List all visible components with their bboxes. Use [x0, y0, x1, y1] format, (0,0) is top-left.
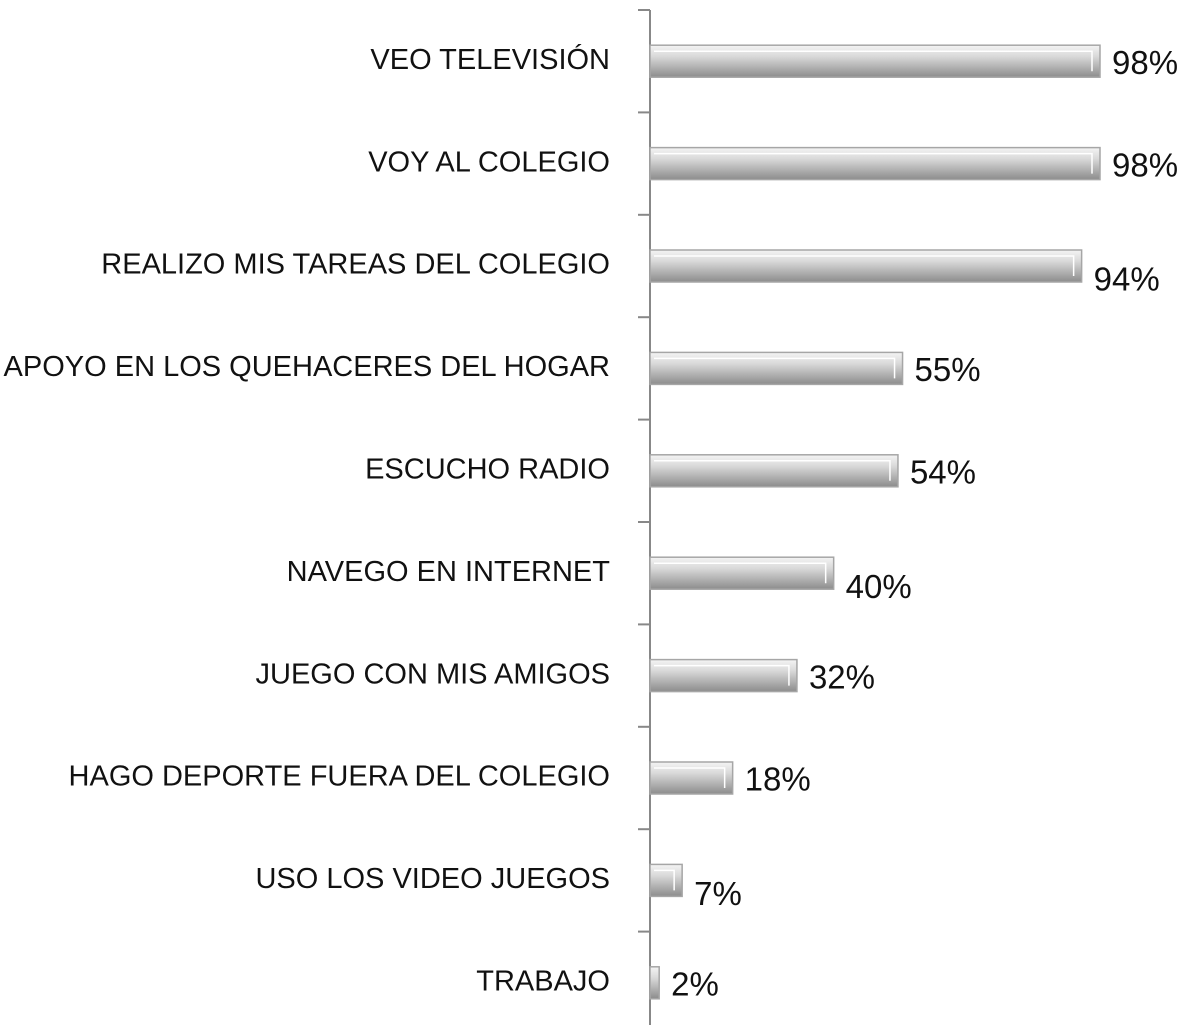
bar-bevel — [654, 50, 1093, 72]
category-label: NAVEGO EN INTERNET — [287, 556, 611, 588]
value-label: 32% — [809, 658, 875, 695]
bar — [649, 249, 1083, 283]
bar-bevel — [654, 255, 1075, 276]
value-label: 98% — [1112, 146, 1178, 183]
bar-bevel — [654, 562, 827, 584]
category-label: JUEGO CON MIS AMIGOS — [256, 658, 611, 690]
bar — [649, 556, 835, 590]
bar — [649, 454, 899, 488]
bar-bevel — [654, 664, 790, 686]
value-label: 94% — [1094, 261, 1160, 298]
value-label: 18% — [745, 761, 811, 798]
value-label: 98% — [1112, 44, 1178, 81]
value-label: 40% — [846, 568, 912, 605]
bar — [649, 658, 798, 693]
value-label: 55% — [915, 351, 981, 388]
bar-bevel — [654, 869, 675, 891]
category-label: HAGO DEPORTE FUERA DEL COLEGIO — [69, 761, 610, 793]
bar — [649, 966, 660, 1000]
bar — [649, 146, 1101, 181]
category-label: REALIZO MIS TAREAS DEL COLEGIO — [101, 249, 610, 281]
category-label: VEO TELEVISIÓN — [370, 43, 610, 76]
category-label: TRABAJO — [476, 965, 610, 997]
bar-bevel — [654, 152, 1093, 174]
bar — [649, 863, 683, 898]
value-label: 7% — [694, 875, 742, 912]
value-label: 54% — [910, 454, 976, 491]
value-label: 2% — [671, 966, 719, 1003]
category-label: USO LOS VIDEO JUEGOS — [255, 863, 610, 895]
bar — [649, 44, 1101, 78]
bar — [649, 351, 904, 386]
bar-bevel — [654, 357, 896, 379]
category-label: ESCUCHO RADIO — [365, 453, 610, 485]
bar — [649, 761, 734, 795]
category-label: VOY AL COLEGIO — [368, 146, 610, 178]
category-label: APOYO EN LOS QUEHACERES DEL HOGAR — [4, 351, 610, 383]
bar-bevel — [654, 460, 891, 481]
bar-bevel — [654, 767, 726, 788]
